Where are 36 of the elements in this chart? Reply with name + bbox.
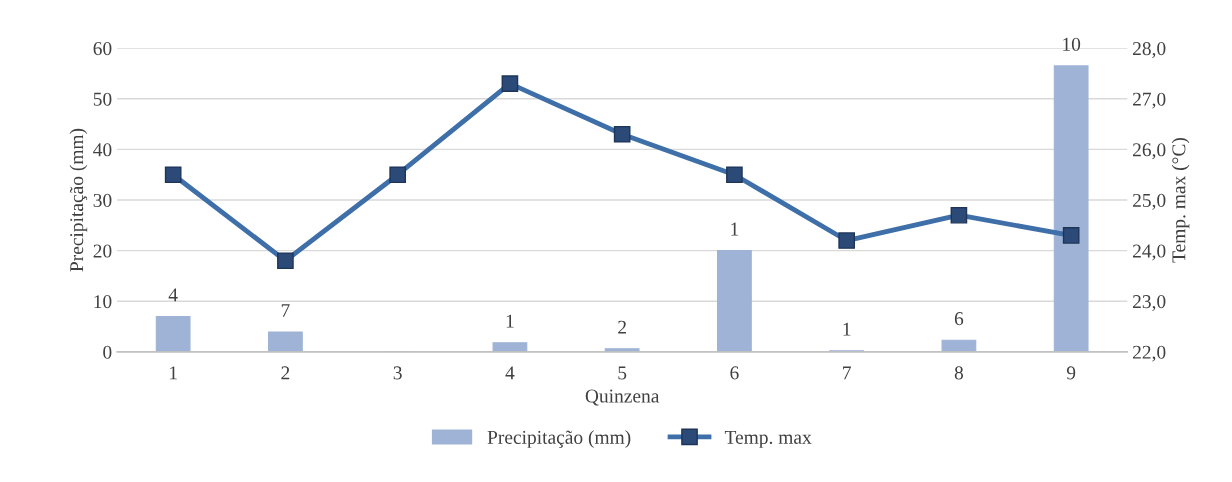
x-tick-label: 9 [1066, 366, 1076, 380]
y2-tick-label: 26,0 [1132, 143, 1166, 160]
y-tick-label: 0 [103, 345, 112, 359]
y-tick-label: 30 [93, 193, 112, 207]
y2-tick-label: 25,0 [1132, 193, 1166, 210]
y-tick-label: 40 [93, 143, 112, 157]
y-tick-label: 20 [93, 244, 112, 258]
y2-tick-label: 23,0 [1132, 295, 1166, 311]
x-axis-title: Quinzena [585, 389, 660, 406]
annotation: 4 [168, 288, 178, 302]
annotation: 1 [843, 322, 851, 336]
x-tick-label: 8 [954, 366, 964, 380]
x-tick-label: 2 [281, 366, 290, 380]
x-tick-label: 5 [618, 366, 627, 380]
annotation: 7 [281, 304, 290, 317]
y2-tick-label: 27,0 [1132, 92, 1166, 109]
x-tick-label: 7 [843, 366, 851, 380]
x-tick-label: 4 [505, 366, 515, 380]
y-tick-label: 60 [93, 42, 112, 56]
x-tick-label: 3 [393, 366, 402, 380]
y2-tick-label: 22,0 [1132, 345, 1166, 362]
annotation: 1 [506, 314, 514, 328]
legend-label: Precipitação (mm) [487, 430, 631, 448]
annotation: 1 [731, 222, 739, 236]
x-tick-label: 1 [170, 366, 177, 380]
annotation: 10 [1063, 37, 1081, 51]
y2-tick-label: 24,0 [1132, 244, 1166, 261]
y-tick-label: 50 [93, 92, 112, 106]
y2-axis-title: Temp. max (°C) [1171, 138, 1190, 263]
y-axis-title: Precipitação (mm) [69, 128, 88, 272]
annotation: 6 [954, 312, 964, 326]
annotation: 2 [618, 320, 626, 334]
legend-label: Temp. max [724, 430, 812, 448]
x-tick-label: 6 [730, 366, 739, 380]
y-tick-label: 10 [94, 295, 112, 309]
y2-tick-label: 28,0 [1132, 42, 1166, 58]
